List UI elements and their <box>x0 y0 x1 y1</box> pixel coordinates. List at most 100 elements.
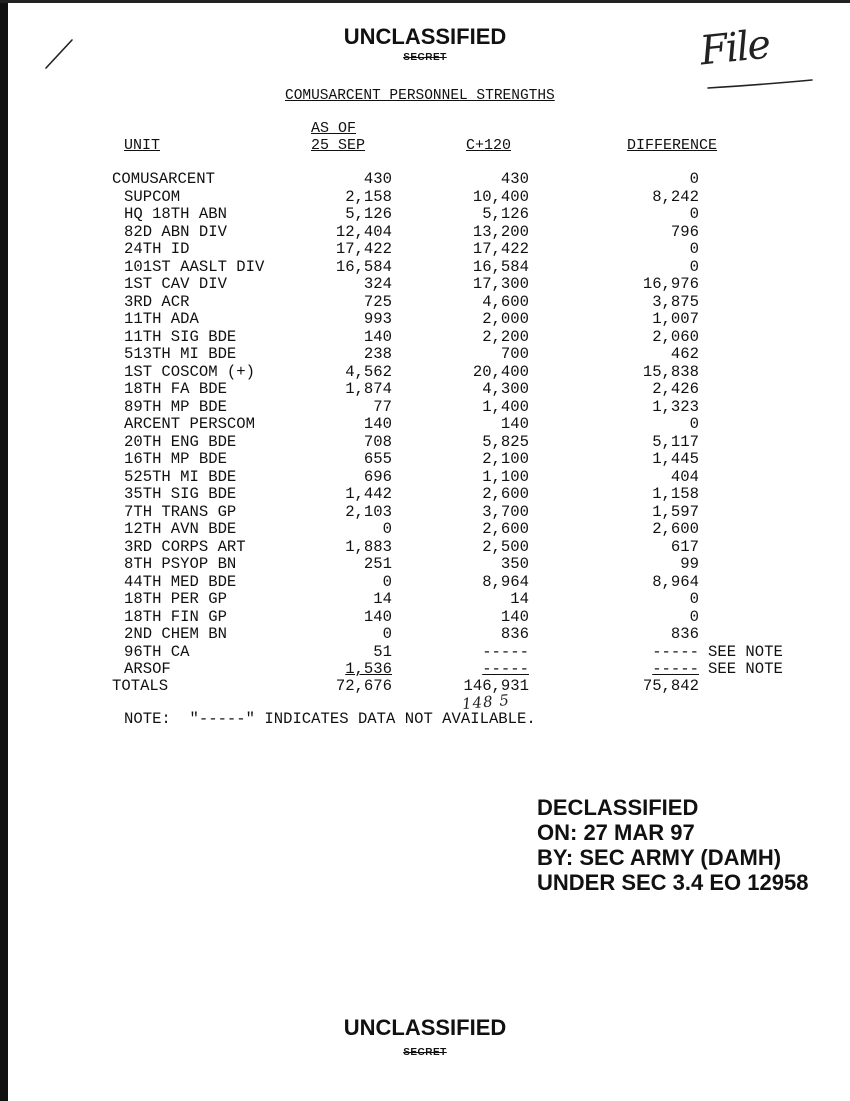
difference-cell: 2,426 <box>652 380 699 398</box>
as-of-cell: 324 <box>363 275 392 293</box>
totals-row: TOTALS 72,676 146,931 75,842 <box>112 677 812 696</box>
declassified-date: ON: 27 MAR 97 <box>537 820 695 845</box>
c120-cell: 20,400 <box>472 362 529 381</box>
declassified-authority: UNDER SEC 3.4 EO 12958 <box>537 870 809 895</box>
difference-cell: 0 <box>689 590 699 608</box>
unit-cell: 513TH MI BDE <box>124 345 237 363</box>
as-of-cell: 251 <box>363 555 392 573</box>
unit-cell: 1ST CAV DIV <box>124 275 227 293</box>
c120-cell: 2,600 <box>482 485 529 503</box>
c120-cell: 2,600 <box>482 520 529 538</box>
unit-cell: ARSOF <box>124 660 171 678</box>
as-of-cell: 16,584 <box>335 257 392 276</box>
strengths-table: COMUSARCENT 430 430 0 SUPCOM 2,158 10,400 8,242… <box>112 170 812 679</box>
as-of-cell: 140 <box>363 607 392 626</box>
table-row: 3RD ACR 725 4,600 3,875 <box>112 292 812 312</box>
c120-cell: ----- <box>482 642 529 661</box>
c120-cell: 17,422 <box>472 240 529 258</box>
column-header-c120: C+120 <box>466 137 512 154</box>
c120-cell: 2,500 <box>482 537 529 556</box>
unit-cell: 16TH MP BDE <box>124 450 227 468</box>
table-row: 7TH TRANS GP 2,103 3,700 1,597 <box>112 502 812 522</box>
c120-cell: 14 <box>510 590 529 608</box>
difference-cell: 15,838 <box>642 362 699 381</box>
difference-cell: 1,445 <box>652 450 699 468</box>
difference-cell: 0 <box>689 415 699 433</box>
table-row: 20TH ENG BDE 708 5,825 5,117 <box>112 432 812 452</box>
c120-cell: 4,300 <box>482 380 529 398</box>
as-of-cell: 140 <box>363 327 392 346</box>
unit-cell: HQ 18TH ABN <box>124 205 227 223</box>
table-row: 18TH FIN GP 140 140 0 <box>112 607 812 627</box>
table-row: 2ND CHEM BN 0 836 836 <box>112 625 812 644</box>
difference-cell: 8,242 <box>652 187 699 206</box>
unit-cell: 18TH FIN GP <box>124 607 227 626</box>
as-of-cell: 655 <box>363 450 392 468</box>
table-row: 35TH SIG BDE 1,442 2,600 1,158 <box>112 485 812 504</box>
declassified-line: DECLASSIFIED <box>537 795 699 820</box>
table-row: 11TH ADA 993 2,000 1,007 <box>112 310 812 329</box>
difference-cell: 99 <box>680 555 699 573</box>
unit-cell: 101ST AASLT DIV <box>124 257 265 276</box>
difference-cell: 1,323 <box>652 397 699 416</box>
difference-cell: 404 <box>670 467 699 486</box>
header-classification: UNCLASSIFIED <box>343 24 507 49</box>
note-cell: SEE NOTE <box>708 660 783 678</box>
unit-cell: SUPCOM <box>124 187 181 206</box>
unit-cell: 12TH AVN BDE <box>124 520 237 538</box>
unit-cell: ARCENT PERSCOM <box>124 415 256 433</box>
as-of-cell: 4,562 <box>345 362 392 381</box>
as-of-cell: 5,126 <box>345 205 392 223</box>
totals-c120: 146,931 <box>463 677 529 695</box>
unit-cell: 8TH PSYOP BN <box>124 555 237 573</box>
unit-cell: 525TH MI BDE <box>124 467 237 486</box>
table-row: ARSOF 1,536 ----- ----- SEE NOTE <box>112 660 812 679</box>
as-of-cell: 1,883 <box>345 537 392 556</box>
c120-cell: 2,100 <box>482 450 529 468</box>
table-row: 11TH SIG BDE 140 2,200 2,060 <box>112 327 812 347</box>
unit-cell: 82D ABN DIV <box>124 222 227 241</box>
difference-cell: 0 <box>689 170 699 188</box>
c120-cell: 836 <box>500 625 529 643</box>
unit-cell: 2ND CHEM BN <box>124 625 227 643</box>
c120-cell: 5,825 <box>482 432 529 451</box>
table-note: NOTE: "-----" INDICATES DATA NOT AVAILAB… <box>124 710 536 728</box>
table-row: 18TH PER GP 14 14 0 <box>112 590 812 609</box>
as-of-cell: 0 <box>382 572 392 591</box>
declassification-stamp: DECLASSIFIED ON: 27 MAR 97 BY: SEC ARMY … <box>537 795 808 895</box>
as-of-cell: 140 <box>363 415 392 433</box>
as-of-cell: 2,103 <box>345 502 392 521</box>
table-row: 1ST CAV DIV 324 17,300 16,976 <box>112 275 812 294</box>
as-of-cell: 1,442 <box>345 485 392 503</box>
as-of-cell: 1,536 <box>345 660 392 678</box>
footer-classification: UNCLASSIFIED <box>343 1015 507 1040</box>
c120-cell: 2,200 <box>482 327 529 346</box>
difference-cell: 5,117 <box>652 432 699 451</box>
unit-cell: 11TH SIG BDE <box>124 327 237 346</box>
unit-cell: 44TH MED BDE <box>124 572 237 591</box>
table-row: 96TH CA 51 ----- ----- SEE NOTE <box>112 642 812 662</box>
handwritten-file-underline <box>707 79 813 89</box>
as-of-cell: 77 <box>373 397 392 416</box>
column-header-as-of-line1: AS OF <box>311 120 357 137</box>
unit-cell: 89TH MP BDE <box>124 397 227 416</box>
as-of-cell: 2,158 <box>345 187 392 206</box>
c120-cell: 1,100 <box>482 467 529 486</box>
unit-cell: 24TH ID <box>124 240 190 258</box>
difference-cell: 0 <box>689 205 699 223</box>
c120-cell: 8,964 <box>482 572 529 591</box>
difference-cell: ----- <box>652 642 699 661</box>
difference-cell: 0 <box>689 240 699 258</box>
table-row: 3RD CORPS ART 1,883 2,500 617 <box>112 537 812 557</box>
as-of-cell: 0 <box>382 520 392 538</box>
as-of-cell: 708 <box>363 432 392 451</box>
table-row: 44TH MED BDE 0 8,964 8,964 <box>112 572 812 592</box>
difference-cell: 2,600 <box>652 520 699 538</box>
c120-cell: 140 <box>500 607 529 626</box>
c120-cell: 13,200 <box>472 222 529 241</box>
difference-cell: ----- <box>652 660 699 678</box>
unit-cell: 20TH ENG BDE <box>124 432 237 451</box>
table-row: 82D ABN DIV 12,404 13,200 796 <box>112 222 812 242</box>
difference-cell: 3,875 <box>652 292 699 311</box>
column-header-as-of-line2: 25 SEP <box>311 137 366 154</box>
